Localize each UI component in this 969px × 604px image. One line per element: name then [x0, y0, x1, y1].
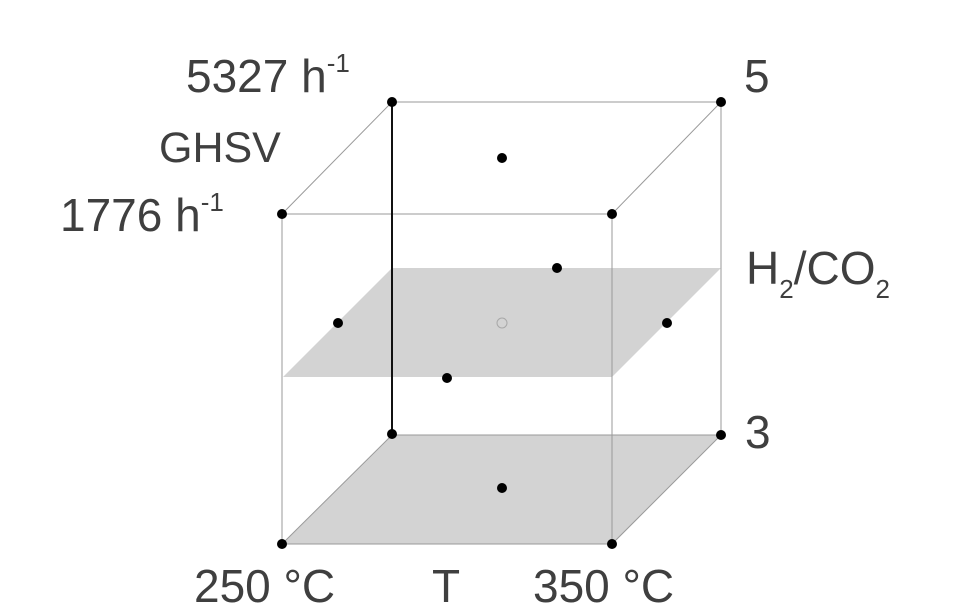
ratio-axis-title: H2/CO2 [746, 242, 890, 304]
point-mid-back [552, 263, 562, 273]
ghsv-high-exponent: -1 [327, 48, 350, 78]
point-mid-right [662, 318, 672, 328]
ratio-high-label: 5 [744, 50, 770, 102]
point-top-face-center [497, 153, 507, 163]
ghsv-high-value: 5327 h [186, 50, 327, 102]
ghsv-low-label: 1776 h-1 [60, 187, 224, 241]
point-bottom-face-center [497, 483, 507, 493]
edge-bottom-left-depth [281, 434, 393, 545]
ghsv-low-value: 1776 h [60, 189, 201, 241]
ratio-h-subscript: 2 [779, 274, 793, 304]
design-points [277, 97, 726, 549]
ratio-low-label: 3 [745, 406, 771, 458]
point-mid-left [333, 318, 343, 328]
ghsv-axis-title: GHSV [159, 124, 281, 172]
ghsv-low-exponent: -1 [201, 187, 224, 217]
ratio-co-subscript: 2 [875, 274, 889, 304]
edge-bottom-right-depth [611, 434, 722, 545]
point-bottom-front-left [277, 539, 287, 549]
ratio-h: H [746, 242, 779, 294]
cube-edges [281, 101, 722, 545]
temp-high-label: 350 °C [533, 560, 674, 604]
edge-top-right-depth [611, 101, 722, 215]
point-top-front-left [277, 209, 287, 219]
ratio-slash-co: /CO [794, 242, 876, 294]
point-top-back-left [387, 97, 397, 107]
temp-axis-title: T [432, 560, 460, 604]
point-bottom-front-right [607, 539, 617, 549]
ghsv-high-label: 5327 h-1 [186, 48, 350, 102]
point-bottom-back-left [387, 429, 397, 439]
middle-plane [283, 268, 721, 377]
center-point [496, 317, 508, 329]
edge-top-left-depth [281, 101, 393, 215]
point-mid-front [442, 373, 452, 383]
point-bottom-back-right [716, 430, 726, 440]
point-top-back-right [716, 97, 726, 107]
point-top-front-right [607, 209, 617, 219]
temp-low-label: 250 °C [194, 560, 335, 604]
